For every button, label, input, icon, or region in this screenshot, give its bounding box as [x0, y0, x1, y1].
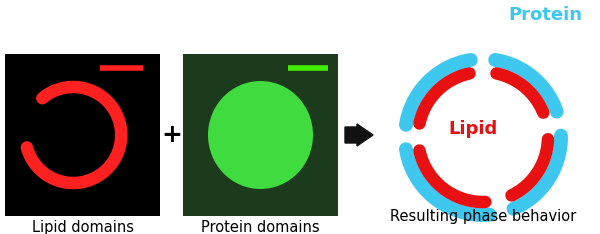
Text: +: + [161, 123, 182, 147]
FancyBboxPatch shape [183, 54, 338, 216]
Text: Protein domains: Protein domains [201, 220, 320, 234]
FancyBboxPatch shape [5, 54, 160, 216]
Text: Resulting phase behavior: Resulting phase behavior [390, 209, 576, 224]
Ellipse shape [208, 81, 313, 189]
Text: Lipid: Lipid [448, 120, 497, 138]
Text: Lipid domains: Lipid domains [32, 220, 133, 234]
Text: Protein: Protein [508, 6, 582, 24]
FancyArrow shape [345, 124, 373, 146]
